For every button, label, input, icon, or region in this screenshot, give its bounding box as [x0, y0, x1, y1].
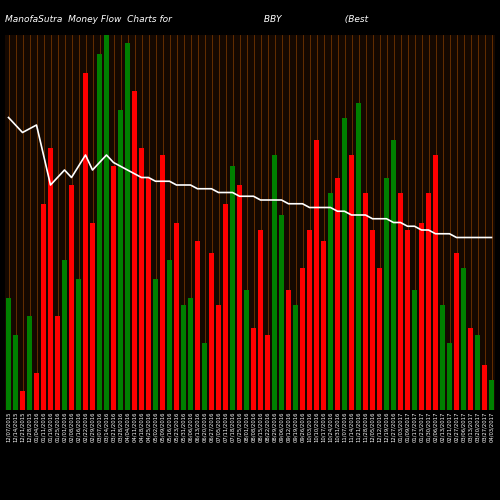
Bar — [300, 268, 305, 410]
Bar — [244, 290, 249, 410]
Bar — [398, 192, 403, 410]
Bar — [195, 242, 200, 410]
Bar — [272, 155, 277, 410]
Bar — [335, 178, 340, 410]
Bar — [349, 155, 354, 410]
Bar — [265, 335, 270, 410]
Bar — [223, 204, 228, 410]
Bar — [41, 204, 46, 410]
Bar — [76, 278, 81, 410]
Bar — [279, 215, 284, 410]
Bar — [433, 155, 438, 410]
Bar — [370, 230, 375, 410]
Bar — [69, 185, 74, 410]
Bar — [6, 298, 11, 410]
Bar — [13, 335, 18, 410]
Bar — [62, 260, 67, 410]
Bar — [48, 148, 53, 410]
Bar — [90, 222, 95, 410]
Bar — [258, 230, 263, 410]
Bar — [475, 335, 480, 410]
Bar — [146, 178, 151, 410]
Bar — [482, 365, 487, 410]
Bar — [405, 230, 410, 410]
Bar — [342, 118, 347, 410]
Bar — [237, 185, 242, 410]
Text: ManofaSutra  Money Flow  Charts for                                BBY          : ManofaSutra Money Flow Charts for BBY — [5, 15, 368, 24]
Bar — [384, 178, 389, 410]
Bar — [412, 290, 417, 410]
Bar — [83, 72, 88, 410]
Bar — [160, 155, 165, 410]
Bar — [139, 148, 144, 410]
Bar — [391, 140, 396, 410]
Bar — [377, 268, 382, 410]
Bar — [132, 91, 137, 410]
Bar — [216, 305, 221, 410]
Bar — [153, 278, 158, 410]
Bar — [286, 290, 291, 410]
Bar — [34, 372, 39, 410]
Bar — [125, 42, 130, 410]
Bar — [419, 222, 424, 410]
Bar — [209, 252, 214, 410]
Bar — [314, 140, 319, 410]
Bar — [188, 298, 193, 410]
Bar — [111, 166, 116, 410]
Bar — [118, 110, 123, 410]
Bar — [97, 54, 102, 410]
Bar — [356, 102, 361, 410]
Bar — [454, 252, 459, 410]
Bar — [468, 328, 473, 410]
Bar — [251, 328, 256, 410]
Bar — [328, 192, 333, 410]
Bar — [174, 222, 179, 410]
Bar — [230, 166, 235, 410]
Bar — [440, 305, 445, 410]
Bar — [27, 316, 32, 410]
Bar — [167, 260, 172, 410]
Bar — [104, 35, 109, 410]
Bar — [307, 230, 312, 410]
Bar — [426, 192, 431, 410]
Bar — [447, 342, 452, 410]
Bar — [321, 242, 326, 410]
Bar — [461, 268, 466, 410]
Bar — [20, 391, 25, 410]
Bar — [55, 316, 60, 410]
Bar — [489, 380, 494, 410]
Bar — [181, 305, 186, 410]
Bar — [363, 192, 368, 410]
Bar — [293, 305, 298, 410]
Bar — [202, 342, 207, 410]
